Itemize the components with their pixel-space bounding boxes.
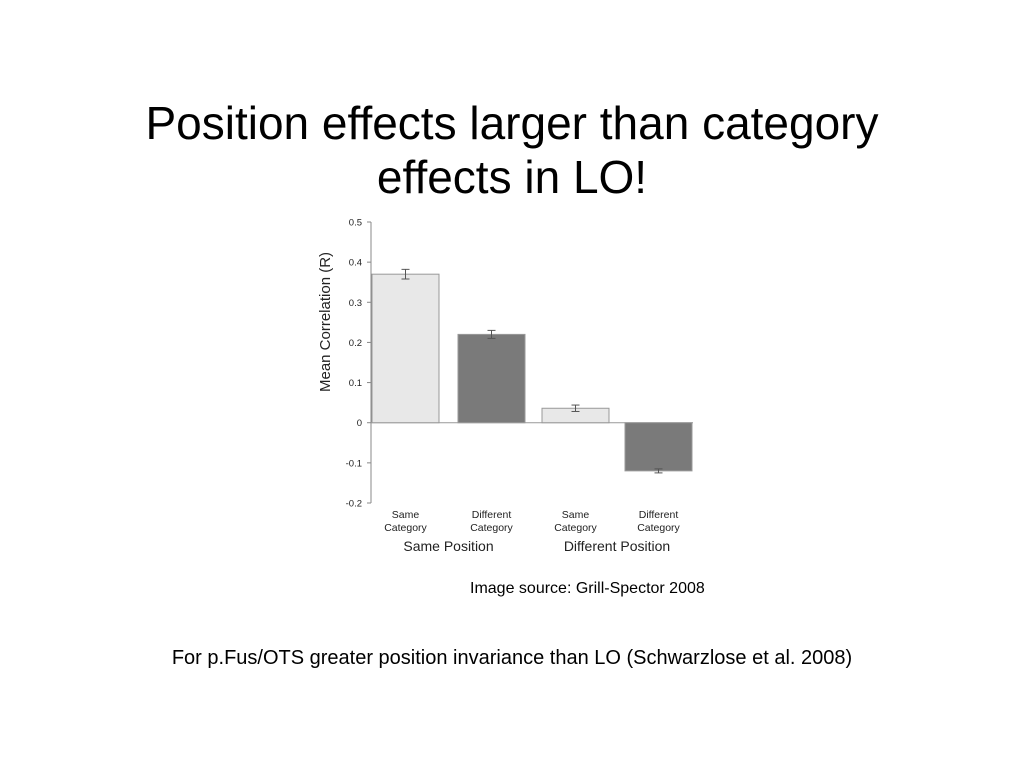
y-tick-label: -0.1 <box>346 458 362 469</box>
group-label: Different Position <box>564 538 670 554</box>
category-label: Category <box>554 522 597 534</box>
category-label: Same <box>562 509 590 521</box>
y-tick-label: 0.4 <box>349 258 362 269</box>
x-axis-labels: SameCategoryDifferentCategorySameCategor… <box>384 509 680 554</box>
y-tick-label: -0.2 <box>346 499 362 510</box>
slide-title-line-2: effects in LO! <box>376 151 648 203</box>
category-label: Category <box>470 522 513 534</box>
footnote: For p.Fus/OTS greater position invarianc… <box>171 647 853 669</box>
y-tick-label: 0.1 <box>349 378 362 389</box>
slide-title-line-1: Position effects larger than category <box>145 97 879 149</box>
y-tick-label: 0.5 <box>349 218 362 229</box>
category-label: Different <box>472 509 512 521</box>
bar-chart: 0.50.40.30.20.10-0.1-0.2 SameCategoryDif… <box>317 218 693 554</box>
y-tick-label: 0.2 <box>349 338 362 349</box>
category-label: Category <box>637 522 680 534</box>
bar <box>457 333 526 424</box>
y-tick-label: 0 <box>357 418 362 429</box>
category-label: Category <box>384 522 427 534</box>
y-tick-label: 0.3 <box>349 298 362 309</box>
slide-title: Position effects larger than category ef… <box>0 96 1024 204</box>
bar <box>371 273 440 424</box>
category-label: Same <box>392 509 420 521</box>
image-source-note: Image source: Grill-Spector 2008 <box>470 580 705 597</box>
bars <box>371 268 693 474</box>
bar <box>624 422 693 472</box>
category-label: Different <box>639 509 679 521</box>
y-axis-label: Mean Correlation (R) <box>317 252 334 392</box>
group-label: Same Position <box>403 538 493 554</box>
